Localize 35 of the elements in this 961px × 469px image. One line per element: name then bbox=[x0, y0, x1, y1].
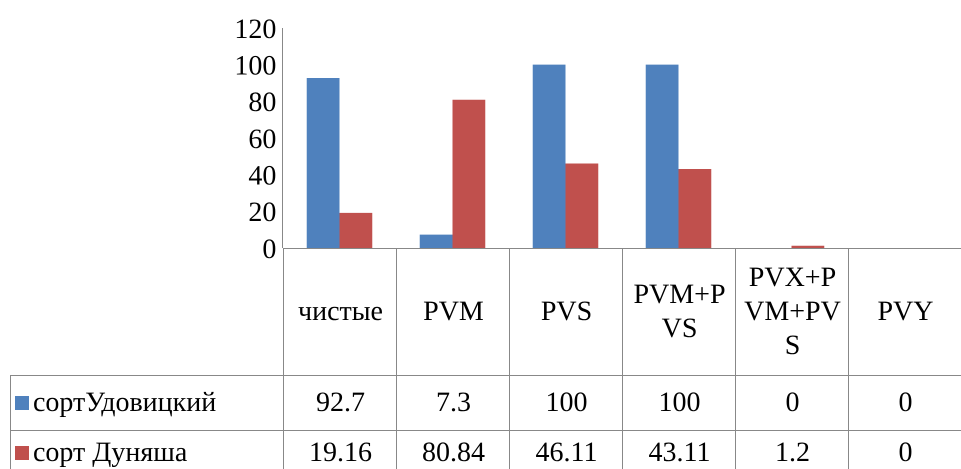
x-tick-label: PVM bbox=[396, 248, 510, 375]
data-label: 1.2 bbox=[735, 430, 849, 469]
data-label: 80.84 bbox=[396, 430, 510, 469]
bar bbox=[532, 64, 566, 248]
x-tick-label: PVM+PVS bbox=[622, 248, 736, 375]
data-label: 100 bbox=[509, 375, 623, 430]
data-label: 0 bbox=[848, 375, 961, 430]
y-tick-label: 20 bbox=[248, 197, 276, 228]
data-label: 0 bbox=[848, 430, 961, 469]
x-tick-label: PVS bbox=[509, 248, 623, 375]
data-label: 43.11 bbox=[622, 430, 736, 469]
bar bbox=[452, 100, 486, 248]
bar bbox=[306, 78, 340, 248]
legend-label: сортУдовицкий bbox=[33, 386, 216, 420]
data-label: 19.16 bbox=[283, 430, 397, 469]
y-tick-label: 120 bbox=[234, 14, 276, 45]
x-tick-label: PVX+PVM+PVS bbox=[735, 248, 849, 375]
data-label: 0 bbox=[735, 375, 849, 430]
y-tick-label: 40 bbox=[248, 160, 276, 192]
data-label: 7.3 bbox=[396, 375, 510, 430]
data-label: 46.11 bbox=[509, 430, 623, 469]
y-tick-label: 0 bbox=[262, 234, 276, 265]
y-tick-label: 80 bbox=[248, 87, 276, 118]
bar bbox=[340, 212, 372, 248]
y-tick-label: 100 bbox=[234, 50, 276, 82]
data-label: 100 bbox=[622, 375, 736, 430]
bar bbox=[678, 168, 712, 248]
y-tick-label: 60 bbox=[248, 124, 276, 155]
x-tick-label: PVY bbox=[848, 248, 961, 375]
x-tick-label: чистые bbox=[283, 248, 397, 375]
legend-label: сорт Дуняша bbox=[33, 436, 188, 469]
bar bbox=[566, 163, 598, 248]
bar bbox=[420, 234, 452, 248]
data-label: 92.7 bbox=[283, 375, 397, 430]
bar bbox=[646, 64, 678, 248]
